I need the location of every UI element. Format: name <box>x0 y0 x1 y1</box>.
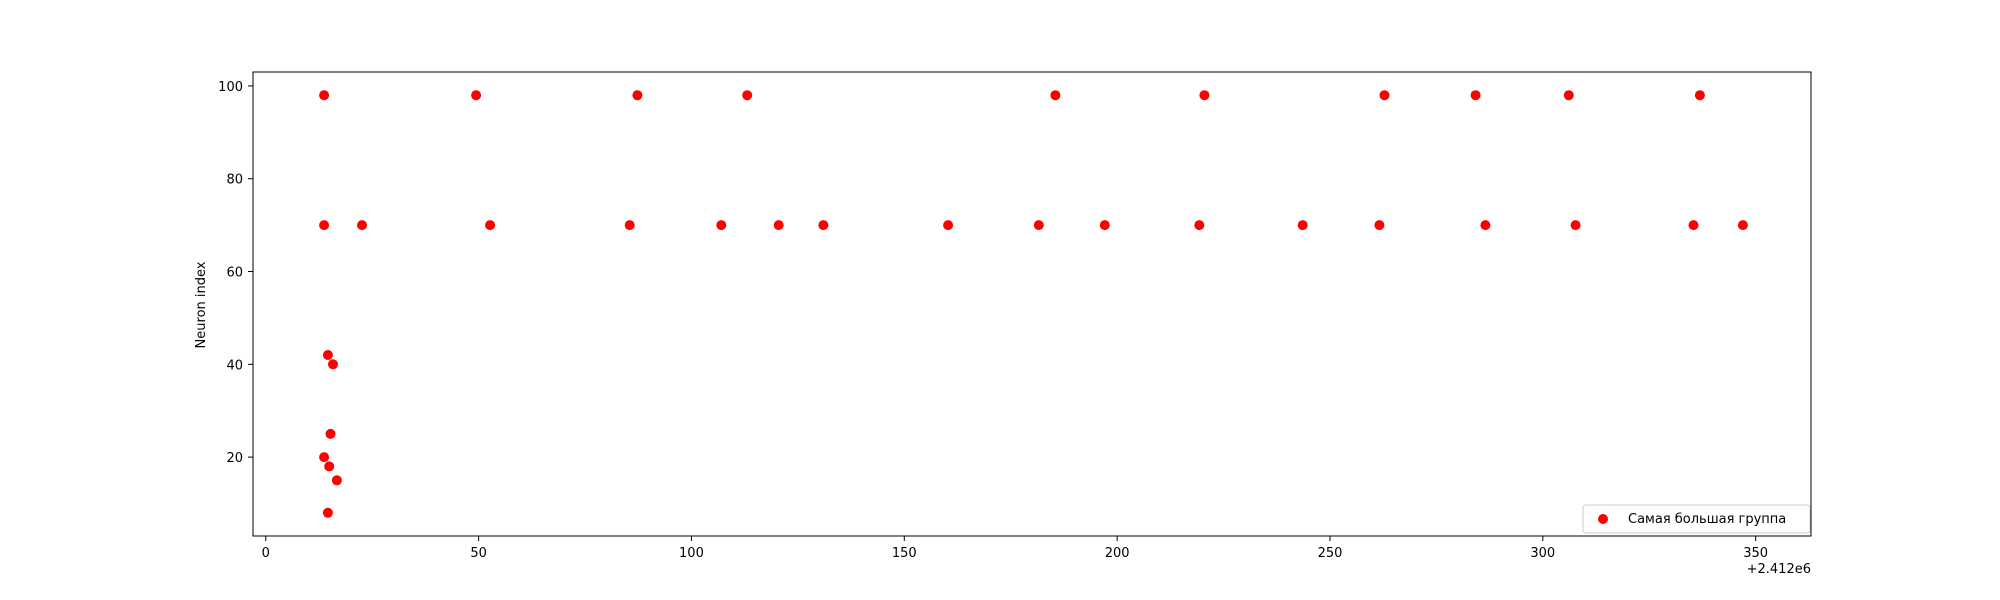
data-point <box>716 220 727 231</box>
legend: Самая большая группа <box>1582 504 1811 534</box>
y-tick-label: 20 <box>226 451 243 466</box>
x-tick-label: 300 <box>1530 546 1555 561</box>
data-point <box>485 220 496 231</box>
data-point <box>773 220 784 231</box>
data-point <box>319 90 330 101</box>
x-tick-label: 200 <box>1105 546 1130 561</box>
data-point <box>328 359 338 370</box>
data-point <box>1033 220 1044 231</box>
x-offset-label: +2.412e6 <box>1747 562 1811 577</box>
x-tick-label: 350 <box>1743 546 1768 561</box>
data-point <box>1563 90 1574 101</box>
data-point <box>1737 220 1748 231</box>
data-point <box>1297 220 1308 231</box>
data-point <box>1199 90 1210 101</box>
x-tick-label: 250 <box>1318 546 1343 561</box>
data-point <box>325 428 336 439</box>
data-point <box>357 220 367 231</box>
data-point <box>1379 90 1390 101</box>
x-tick-label: 50 <box>470 546 487 561</box>
data-point <box>1374 220 1385 231</box>
data-point <box>1688 220 1699 231</box>
y-tick-label: 80 <box>226 173 243 188</box>
data-point <box>943 220 954 231</box>
data-point <box>331 475 342 486</box>
data-point <box>632 90 643 101</box>
data-point <box>1050 90 1061 101</box>
data-point <box>322 507 333 518</box>
data-point <box>319 452 330 463</box>
data-point <box>1194 220 1205 231</box>
y-axis-label: Neuron index <box>194 261 209 348</box>
x-tick-label: 0 <box>262 546 270 561</box>
x-tick-label: 150 <box>892 546 917 561</box>
data-point <box>319 220 330 231</box>
data-point <box>471 90 482 101</box>
plot-area <box>319 90 1748 518</box>
data-point <box>1694 90 1705 101</box>
data-point <box>324 461 335 472</box>
legend-label: Самая большая группа <box>1628 512 1786 527</box>
y-tick-label: 100 <box>218 80 243 95</box>
data-point <box>322 350 333 360</box>
data-point <box>624 220 635 231</box>
data-point <box>742 90 753 101</box>
y-tick-label: 40 <box>226 358 243 373</box>
data-point <box>1570 220 1581 231</box>
x-tick-label: 100 <box>679 546 704 561</box>
y-tick-label: 60 <box>226 266 243 281</box>
data-point <box>1470 90 1481 101</box>
data-point <box>1480 220 1491 231</box>
data-point <box>818 220 829 231</box>
axes-frame <box>252 71 1812 537</box>
axes: 0 50 100 150 200 250 300 350 20 40 60 80 100 <box>218 71 1812 561</box>
data-point <box>1099 220 1110 231</box>
legend-marker <box>1598 514 1608 524</box>
legend-box <box>1582 504 1811 534</box>
